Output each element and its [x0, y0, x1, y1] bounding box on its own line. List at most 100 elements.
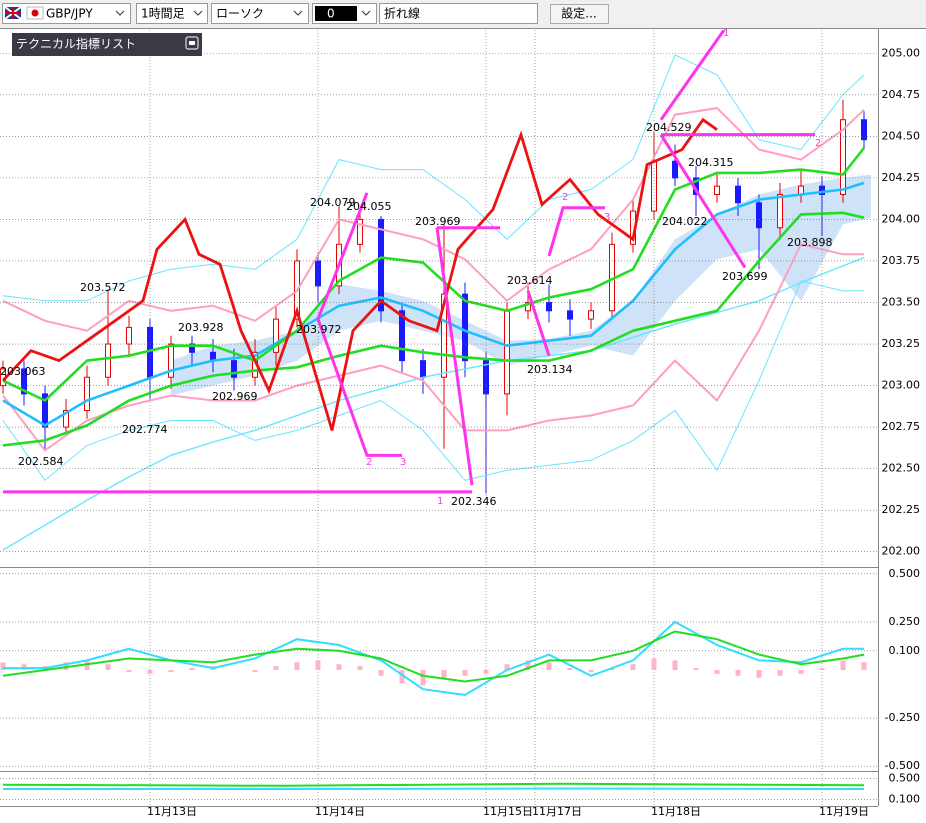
histogram-bar: [357, 666, 363, 670]
zigzag: [316, 318, 403, 457]
box-value: 0: [327, 7, 335, 21]
candle-body: [231, 360, 238, 378]
candle-body: [399, 310, 406, 362]
y-tick-label: -0.500: [885, 759, 920, 772]
price-annotation: 204.055: [346, 200, 392, 213]
candle-body: [672, 160, 679, 179]
histogram-bar: [378, 670, 384, 676]
settings-button[interactable]: 設定...: [550, 4, 609, 24]
indicator-line: [3, 787, 865, 790]
price-annotation: 204.079: [310, 196, 356, 209]
candle-body: [441, 293, 448, 378]
histogram-bar: [147, 670, 153, 674]
y-tick-label: 203.50: [882, 295, 921, 308]
histogram-bar: [273, 666, 279, 670]
price-annotation: 203.699: [722, 270, 768, 283]
histogram-bar: [630, 664, 636, 670]
candle-body: [126, 326, 133, 345]
histogram-bar: [525, 660, 531, 670]
histogram-bar: [126, 670, 132, 672]
histogram-bar: [462, 670, 468, 676]
candle-body: [273, 318, 280, 353]
histogram-bar: [756, 670, 762, 678]
histogram-bar: [588, 670, 594, 672]
uk-flag-cross: [5, 7, 21, 19]
histogram-bar: [693, 668, 699, 670]
y-tick-label: 0.100: [889, 793, 921, 806]
timeframe-select[interactable]: 1時間足: [136, 3, 208, 24]
histogram-bar: [714, 670, 720, 674]
candle-body: [588, 310, 595, 320]
y-tick-label: 0.500: [889, 771, 921, 784]
y-tick-label: 204.25: [882, 171, 921, 184]
x-tick-label: 11月13日: [147, 805, 197, 818]
price-annotation: 203.969: [415, 215, 461, 228]
histogram-bar: [420, 670, 426, 686]
indicator-line: [2, 243, 864, 452]
indicator-list-icon: [185, 36, 199, 50]
price-annotation: 2: [366, 457, 372, 468]
histogram-bar: [168, 670, 174, 672]
line-type: 折れ線: [384, 6, 420, 21]
y-tick-label: 204.75: [882, 88, 921, 101]
chart-type-select[interactable]: ローソク: [211, 3, 309, 24]
indicator-list-bg: [12, 33, 202, 56]
price-annotation: 203.898: [787, 236, 833, 249]
histogram-bar: [840, 660, 846, 670]
zigzag: [659, 133, 747, 269]
price-annotation: 1: [437, 496, 443, 507]
price-annotation: 204.022: [662, 215, 708, 228]
indicator-list-icon: [189, 41, 195, 45]
histogram-bar: [189, 668, 195, 670]
histogram-bar: [105, 664, 111, 670]
y-tick-label: 203.75: [882, 254, 921, 267]
indicator-line: [2, 280, 864, 482]
histogram-bar: [798, 670, 804, 674]
indicator-line: [2, 782, 865, 787]
candle-body: [462, 293, 469, 362]
x-tick-label: 11月18日: [651, 805, 701, 818]
price-annotation: 3: [604, 212, 610, 223]
pair-select[interactable]: GBP/JPY: [2, 3, 131, 24]
histogram-bar: [399, 670, 405, 684]
candle-body: [861, 119, 868, 141]
zigzag: [547, 206, 606, 257]
zigzag: [435, 227, 474, 486]
price-annotation: 203.972: [296, 323, 342, 336]
candle-body: [777, 193, 784, 229]
histogram-bar: [651, 658, 657, 670]
plot: 205.00 204.75 204.50 204.25 204.00 203.75 203.…: [0, 28, 920, 818]
line-type-field[interactable]: 折れ線: [379, 3, 538, 24]
cloud: [171, 174, 872, 396]
price-annotation: 203.572: [80, 281, 126, 294]
candle-body: [567, 310, 574, 320]
price-annotation: 202.584: [18, 455, 64, 468]
y-tick-label: -0.250: [885, 711, 920, 724]
box-select[interactable]: 0: [312, 3, 377, 24]
histogram-bar: [735, 670, 741, 676]
x-tick-label: 11月15日: [483, 805, 533, 818]
price-panel: [0, 30, 872, 551]
indicator-line: [2, 256, 865, 551]
y-tick-label: 202.50: [882, 462, 921, 475]
price-annotation: 203.614: [507, 274, 553, 287]
histogram-bar: [567, 668, 573, 670]
jp-flag-dot: [31, 9, 39, 17]
price-annotation: 202.346: [451, 495, 497, 508]
price-annotation: 203.928: [178, 321, 224, 334]
chart-type: ローソク: [216, 7, 264, 21]
candle-body: [546, 301, 553, 312]
price-annotation: 2: [562, 192, 568, 203]
indicator-list[interactable]: テクニカル指標リスト: [12, 33, 202, 56]
price-annotation: 204.315: [688, 156, 734, 169]
indicator-line: [2, 107, 865, 332]
candle-body: [735, 185, 742, 204]
histogram-bar: [777, 670, 783, 676]
candle-body: [21, 368, 28, 395]
pair: GBP/JPY: [46, 7, 93, 21]
price-annotation: 203.063: [0, 365, 46, 378]
price-annotation: 204.529: [646, 121, 692, 134]
price-annotation: 202.774: [122, 423, 168, 436]
histogram-bar: [0, 662, 6, 670]
